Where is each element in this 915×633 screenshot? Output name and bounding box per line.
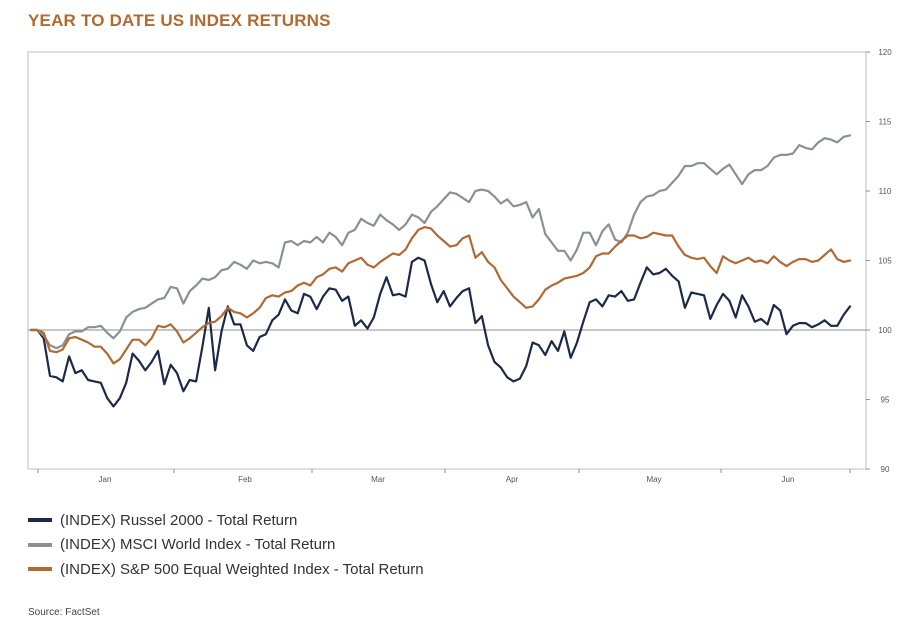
- x-tick-label-jan: Jan: [99, 475, 112, 484]
- series-line-sp500-equal-weighted: [29, 226, 852, 365]
- source-note: Source: FactSet: [28, 607, 100, 618]
- legend-swatch-sp500-equal-weighted: [28, 567, 52, 572]
- y-tick-label-95: 95: [881, 396, 890, 405]
- line-chart: Jan Feb Mar Apr May Jun 90 95 100 105 110 115 120: [27, 48, 892, 484]
- x-tick-label-may: May: [646, 475, 661, 484]
- y-tick-label-90: 90: [881, 465, 890, 474]
- legend-item-sp500-equal-weighted: (INDEX) S&P 500 Equal Weighted Index - T…: [28, 557, 424, 582]
- chart-title: YEAR TO DATE US INDEX RETURNS: [28, 11, 331, 30]
- legend-item-msci-world: (INDEX) MSCI World Index - Total Return: [28, 533, 424, 558]
- y-tick-label-115: 115: [879, 118, 892, 127]
- x-tick-label-apr: Apr: [506, 475, 519, 484]
- legend-swatch-russel-2000: [28, 518, 52, 523]
- x-tick-label-jun: Jun: [782, 475, 795, 484]
- y-tick-label-110: 110: [879, 187, 892, 196]
- x-tick-label-feb: Feb: [238, 475, 252, 484]
- y-tick-label-100: 100: [878, 326, 892, 335]
- legend-item-russel-2000: (INDEX) Russel 2000 - Total Return: [28, 508, 424, 533]
- series-line-msci-world: [29, 134, 852, 350]
- y-tick-label-120: 120: [878, 48, 892, 57]
- legend-swatch-msci-world: [28, 542, 52, 547]
- series-line-russel-2000: [29, 256, 852, 408]
- legend-label-russel-2000: (INDEX) Russel 2000 - Total Return: [60, 511, 298, 529]
- y-tick-label-105: 105: [878, 257, 892, 266]
- x-tick-label-mar: Mar: [371, 475, 385, 484]
- legend-label-msci-world: (INDEX) MSCI World Index - Total Return: [60, 536, 336, 554]
- legend-label-sp500-equal-weighted: (INDEX) S&P 500 Equal Weighted Index - T…: [60, 560, 424, 578]
- chart-legend: (INDEX) Russel 2000 - Total Return (INDE…: [28, 508, 424, 582]
